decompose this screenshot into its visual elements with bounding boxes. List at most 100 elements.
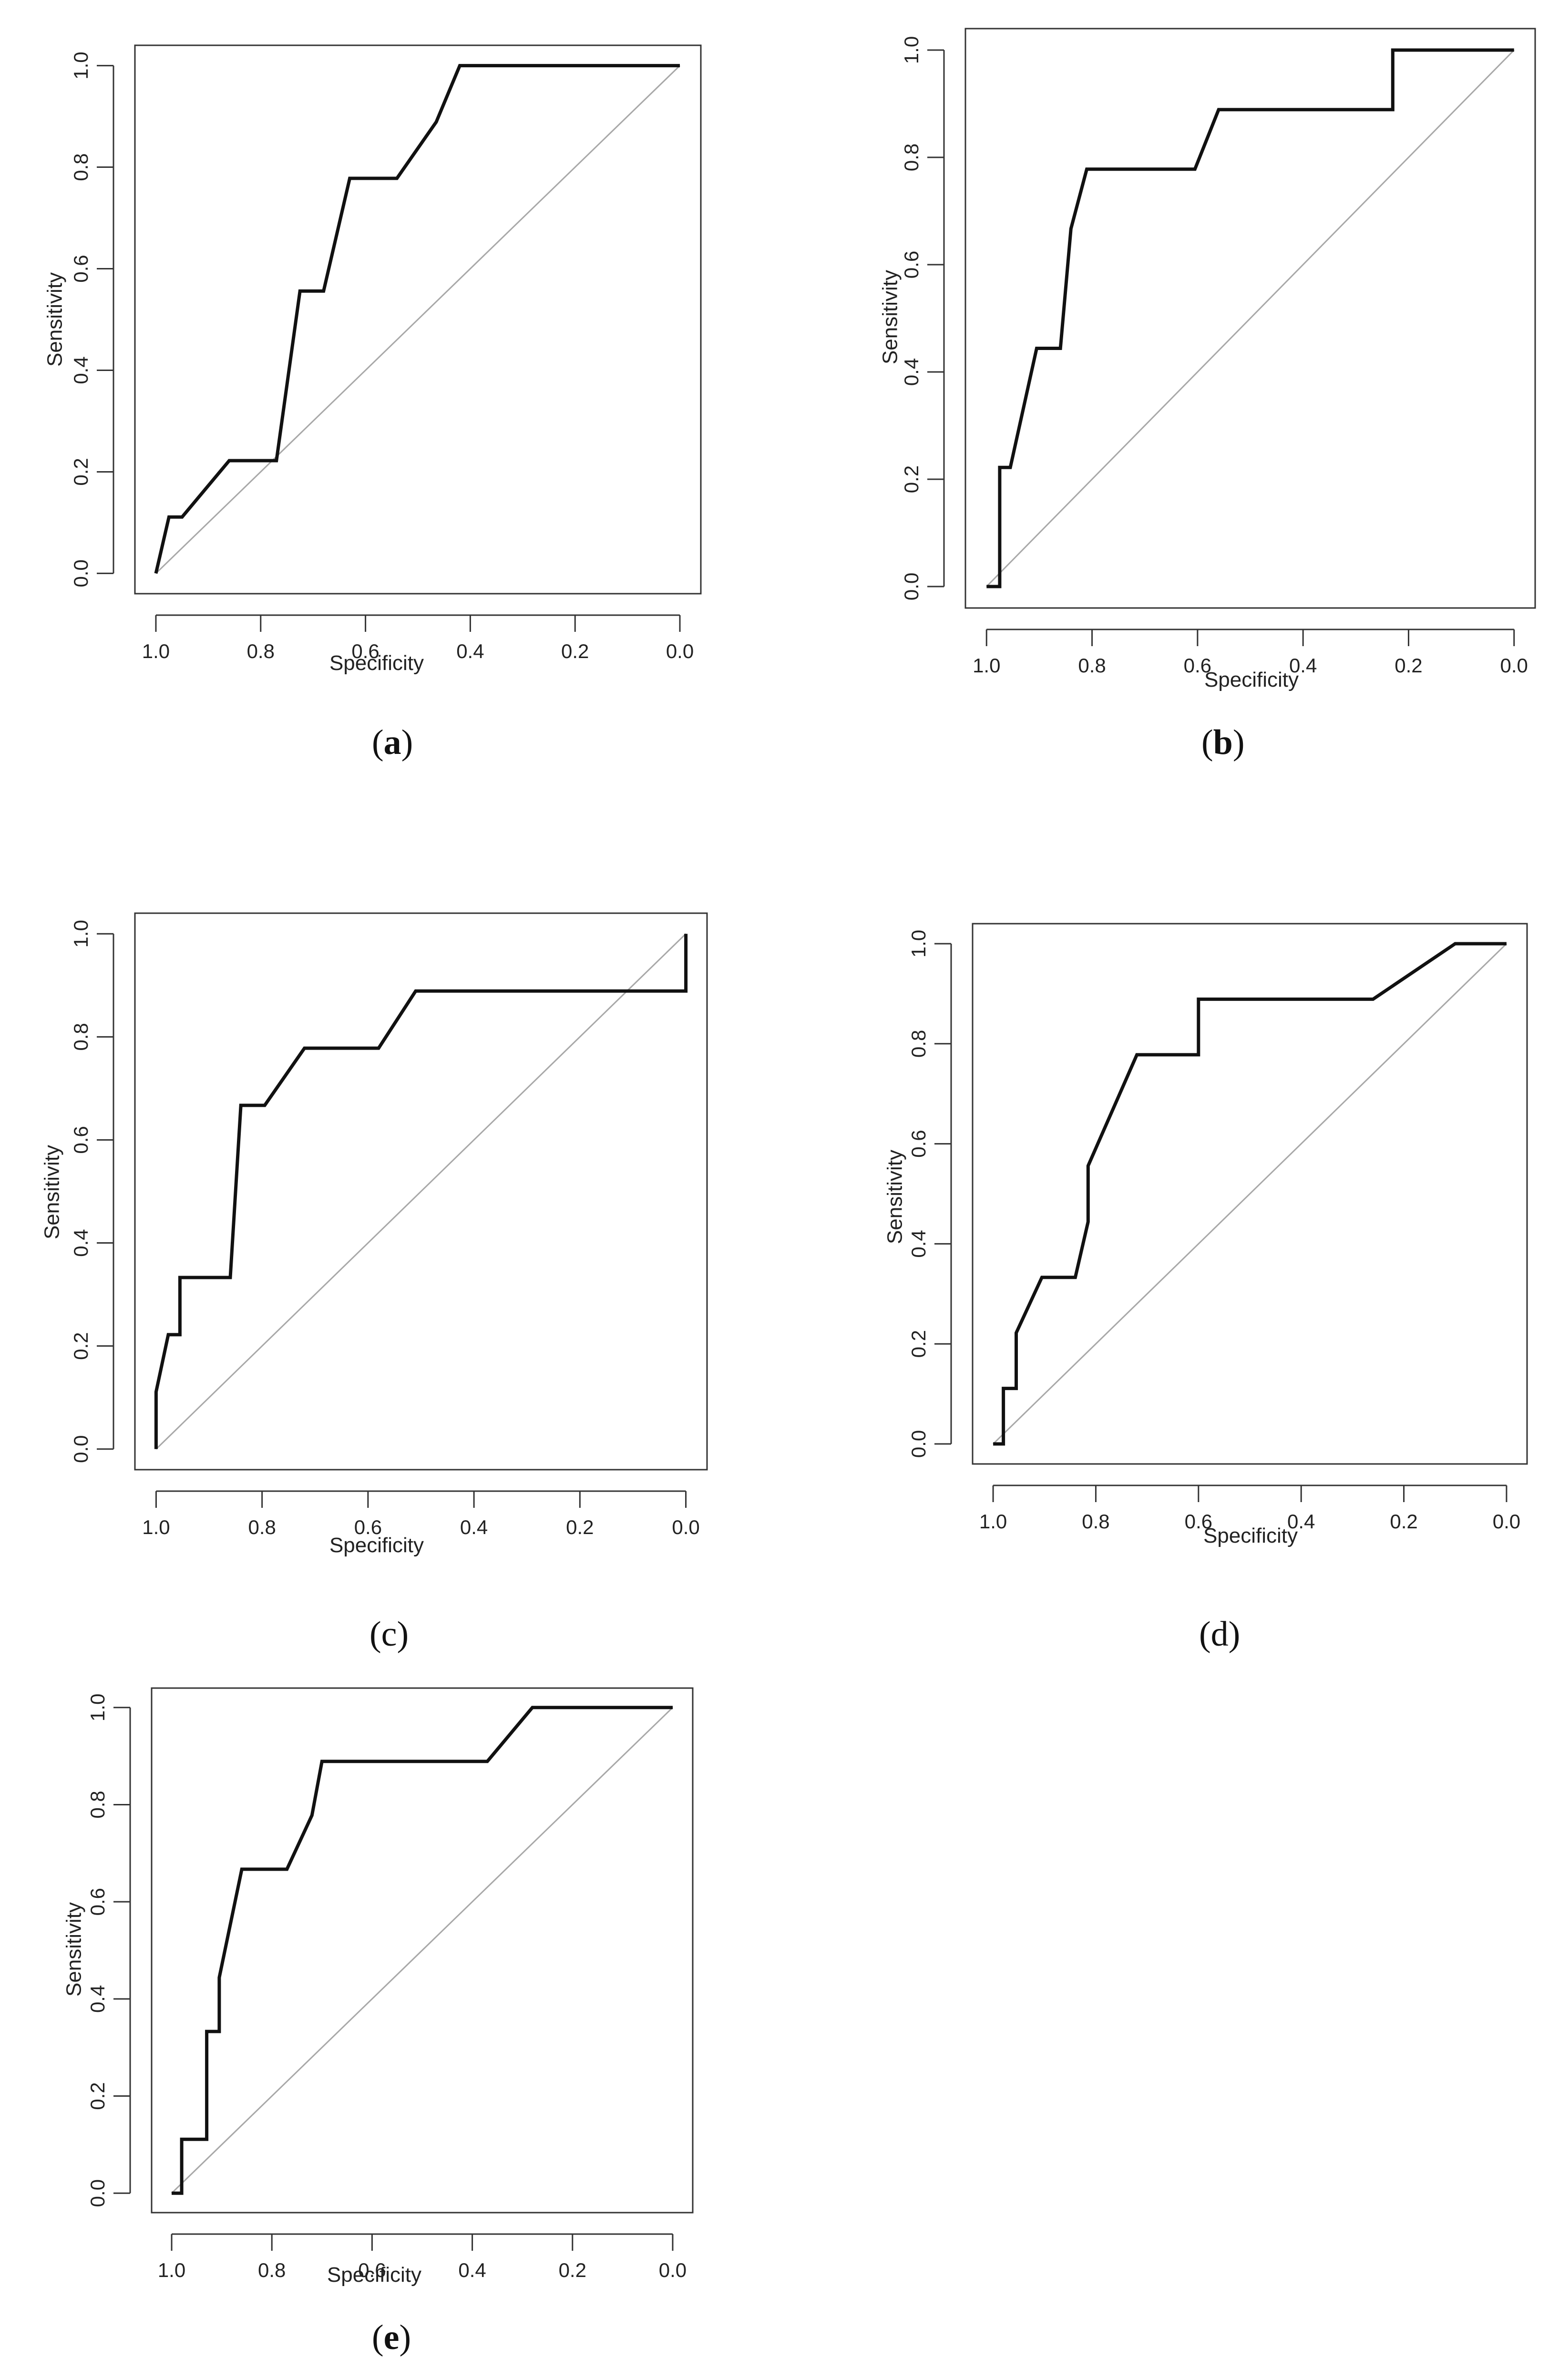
y-tick-label: 0.0 — [70, 1435, 92, 1463]
y-axis-title: Sensitivity — [41, 1145, 64, 1239]
reference-diagonal-line — [155, 65, 681, 574]
y-tick-label: 0.8 — [907, 1030, 930, 1058]
roc-panel-e — [0, 0, 763, 2378]
roc-chart-e: 1.0 0.8 0.6 0.4 0.2 0.0 0.0 0.2 0.4 0.6 0.8 1.0 Spec… — [62, 1687, 694, 2287]
x-tick-label: 0.6 — [1184, 654, 1211, 677]
y-tick-label: 0.6 — [907, 1130, 930, 1157]
x-axis-title: Specificity — [329, 651, 424, 675]
plot-frame — [134, 44, 702, 595]
roc-chart-d: 1.0 0.8 0.6 0.4 0.2 0.0 0.0 0.2 0.4 0.6 0.8 1.0 Spec… — [883, 923, 1528, 1547]
y-tick-label: 0.6 — [70, 255, 92, 282]
x-axis-title: Specificity — [329, 1534, 424, 1557]
x-axis-title: Specificity — [327, 2263, 421, 2287]
y-tick-label: 0.8 — [900, 144, 923, 171]
roc-curve-line — [986, 48, 1514, 588]
y-tick-label: 0.8 — [70, 1023, 92, 1051]
y-tick-label: 0.2 — [70, 1332, 92, 1360]
x-tick-label: 0.2 — [561, 640, 589, 662]
roc-chart-c: 1.0 0.8 0.6 0.4 0.2 0.0 0.0 0.2 0.4 0.6 0.8 1.0 Spec… — [41, 912, 708, 1557]
roc-curve-line — [154, 934, 688, 1449]
y-tick-label: 0.4 — [907, 1230, 930, 1257]
caption-d-letter: d — [1210, 1615, 1229, 1654]
x-tick-label: 0.4 — [1287, 1510, 1315, 1533]
y-axis-title: Sensitivity — [879, 270, 902, 364]
caption-b-letter: b — [1213, 723, 1233, 762]
y-tick-label: 0.4 — [86, 1985, 109, 2013]
x-tick-label: 0.6 — [358, 2259, 386, 2281]
y-tick-label: 0.4 — [70, 1229, 92, 1257]
x-tick-label: 0.6 — [1185, 1510, 1212, 1533]
y-tick-label: 1.0 — [70, 52, 92, 79]
x-tick-label: 0.0 — [1500, 654, 1528, 677]
x-tick-label: 0.0 — [659, 2259, 687, 2281]
y-tick-label: 0.0 — [907, 1430, 930, 1458]
reference-diagonal-line — [993, 943, 1507, 1445]
y-tick-label: 0.4 — [900, 358, 923, 386]
y-tick-label: 0.0 — [900, 573, 923, 600]
y-tick-label: 0.8 — [70, 153, 92, 181]
y-tick-label: 0.6 — [900, 251, 923, 278]
x-tick-label: 0.2 — [1390, 1510, 1417, 1533]
caption-a: (a) — [372, 723, 413, 762]
roc-chart-b: 1.0 0.8 0.6 0.4 0.2 0.0 0.0 0.2 0.4 0.6 0.8 1.0 Spec… — [879, 28, 1536, 691]
x-axis-title: Specificity — [1204, 668, 1299, 691]
caption-c-letter: c — [381, 1615, 397, 1654]
reference-diagonal-line — [155, 933, 687, 1450]
caption-b: (b) — [1201, 723, 1245, 762]
x-tick-label: 0.4 — [456, 640, 484, 662]
caption-d: (d) — [1199, 1615, 1241, 1654]
x-tick-label: 0.8 — [247, 640, 275, 662]
x-tick-label: 0.8 — [258, 2259, 286, 2281]
x-tick-label: 0.4 — [1289, 654, 1317, 677]
x-tick-label: 0.4 — [460, 1516, 488, 1538]
x-axis-title: Specificity — [1203, 1524, 1298, 1547]
caption-e-letter: e — [383, 2318, 400, 2357]
x-tick-label: 1.0 — [973, 654, 1000, 677]
y-tick-label: 1.0 — [907, 930, 930, 958]
y-tick-label: 1.0 — [900, 36, 923, 64]
y-tick-label: 1.0 — [86, 1694, 109, 1721]
reference-diagonal-line — [986, 49, 1515, 587]
plot-frame — [134, 912, 708, 1471]
y-axis-title: Sensitivity — [883, 1150, 907, 1244]
roc-curve-line — [172, 1706, 673, 2195]
x-tick-label: 0.0 — [1493, 1510, 1520, 1533]
x-tick-label: 0.0 — [666, 640, 694, 662]
caption-c: (c) — [369, 1615, 409, 1654]
x-tick-label: 0.8 — [1082, 1510, 1109, 1533]
x-tick-label: 0.6 — [351, 640, 379, 662]
y-tick-label: 0.0 — [70, 559, 92, 587]
y-tick-label: 0.6 — [70, 1126, 92, 1154]
reference-diagonal-line — [171, 1707, 674, 2194]
y-tick-label: 0.2 — [70, 458, 92, 485]
x-tick-label: 0.0 — [672, 1516, 699, 1538]
roc-chart-a: 1.0 0.8 0.6 0.4 0.2 0.0 0.0 0.2 0.4 0.6 0.8 1.0 Spec… — [43, 44, 702, 675]
y-tick-label: 0.2 — [86, 2082, 109, 2110]
x-tick-label: 0.8 — [1078, 654, 1106, 677]
y-tick-label: 0.0 — [86, 2179, 109, 2207]
plot-frame — [972, 923, 1528, 1465]
x-tick-label: 1.0 — [979, 1510, 1007, 1533]
plot-frame — [964, 28, 1536, 609]
y-tick-label: 0.4 — [70, 356, 92, 384]
x-tick-label: 0.2 — [559, 2259, 586, 2281]
x-tick-label: 0.2 — [566, 1516, 594, 1538]
x-tick-label: 0.6 — [354, 1516, 382, 1538]
y-tick-label: 0.8 — [86, 1791, 109, 1818]
caption-e: (e) — [372, 2318, 411, 2357]
y-tick-label: 0.2 — [907, 1330, 930, 1358]
x-tick-label: 0.2 — [1395, 654, 1422, 677]
x-tick-label: 1.0 — [142, 1516, 170, 1538]
plot-frame — [151, 1687, 694, 2214]
x-tick-label: 0.4 — [458, 2259, 486, 2281]
y-axis-title: Sensitivity — [43, 272, 67, 367]
x-tick-label: 0.8 — [248, 1516, 276, 1538]
y-tick-label: 0.2 — [900, 465, 923, 493]
x-tick-label: 1.0 — [158, 2259, 185, 2281]
y-tick-label: 1.0 — [70, 920, 92, 948]
roc-curve-line — [993, 942, 1507, 1446]
y-axis-title: Sensitivity — [62, 1902, 86, 1997]
y-tick-label: 0.6 — [86, 1888, 109, 1916]
x-tick-label: 1.0 — [142, 640, 170, 662]
